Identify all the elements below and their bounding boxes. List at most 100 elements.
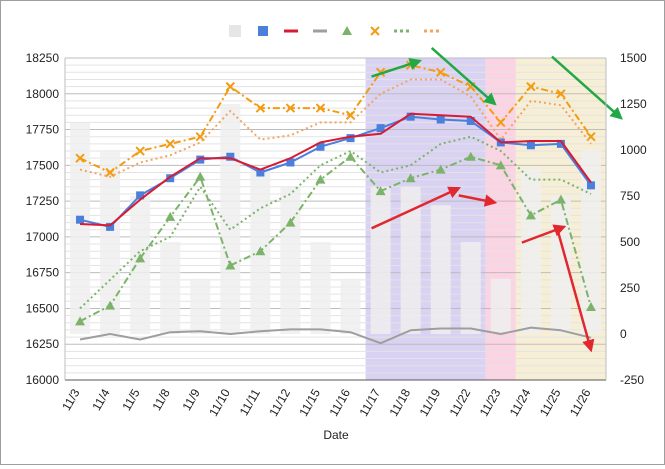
y-left-tick-label: 16500	[26, 301, 60, 315]
annotation-arrow-6	[521, 224, 567, 244]
annotation-arrow-7	[556, 230, 595, 353]
legend-x-swatch	[370, 26, 380, 36]
point-x	[435, 67, 446, 78]
annotation-arrow-2	[430, 47, 497, 106]
bar-11-24	[520, 168, 541, 334]
y-right-tick-label: 500	[620, 235, 640, 249]
x-tick-label: 11/23	[477, 386, 504, 419]
bar-11-12	[280, 186, 301, 334]
x-tick-label: 11/19	[417, 386, 444, 419]
point-square	[466, 116, 475, 125]
annotation-arrow-4	[371, 186, 461, 230]
series-line-3	[79, 326, 592, 345]
point-square	[166, 174, 175, 183]
bar-11-5	[130, 196, 151, 334]
point-triangle	[345, 151, 356, 161]
y-left-tick-label: 16000	[26, 373, 60, 387]
x-tick-label: 11/4	[89, 386, 113, 413]
point-triangle	[555, 194, 566, 204]
x-tick-label: 11/12	[266, 386, 293, 419]
x-tick-label: 11/5	[119, 386, 143, 413]
point-x	[105, 167, 115, 178]
y-left-tick-label: 17500	[26, 158, 60, 172]
point-triangle	[165, 211, 176, 221]
bar-11-18	[400, 186, 421, 334]
point-x	[255, 103, 266, 113]
x-tick-label: 11/26	[567, 386, 594, 419]
legend	[229, 25, 440, 37]
point-triangle	[375, 186, 386, 196]
point-square	[106, 222, 115, 231]
annotation-arrow-1	[371, 58, 423, 78]
point-square	[226, 152, 235, 161]
x-tick-label: 11/25	[537, 386, 564, 419]
point-triangle	[465, 151, 476, 161]
point-square	[526, 141, 535, 150]
point-triangle	[195, 171, 206, 181]
point-square	[316, 142, 325, 151]
x-tick-label: 11/10	[206, 386, 233, 419]
x-tick-label: 11/22	[447, 386, 474, 419]
bar-11-22	[460, 242, 481, 334]
point-x	[496, 117, 506, 128]
line-series	[75, 60, 596, 345]
y-right-tick-label: 1250	[620, 97, 647, 111]
y-right-tick-label: -250	[620, 373, 644, 387]
bar-11-4	[100, 150, 121, 334]
x-tick-label: 11/11	[237, 386, 263, 418]
x-tick-label: 11/9	[179, 386, 203, 413]
y-right-tick-label: 1000	[620, 143, 647, 157]
point-triangle	[105, 300, 116, 310]
x-tick-label: 11/18	[387, 386, 414, 419]
point-triangle	[255, 246, 266, 256]
point-x	[345, 110, 356, 120]
series-line-5	[79, 64, 592, 174]
legend-square-swatch	[258, 26, 268, 36]
point-triangle	[285, 217, 296, 227]
point-triangle	[405, 173, 416, 183]
point-square	[346, 134, 355, 143]
y-right-tick-label: 1500	[620, 51, 647, 65]
bar-11-8	[160, 242, 181, 334]
y-left-tick-label: 17750	[26, 123, 60, 137]
x-tick-label: 11/16	[326, 386, 353, 419]
series-line-4	[79, 155, 592, 323]
point-triangle	[525, 210, 536, 220]
series-line-7	[79, 78, 592, 178]
point-x	[225, 81, 236, 92]
bar-11-26	[580, 150, 601, 334]
point-x	[285, 103, 296, 113]
point-triangle	[225, 260, 236, 270]
y-left-tick-label: 17250	[26, 194, 60, 208]
y-left-tick-label: 17000	[26, 230, 60, 244]
bar-11-16	[340, 278, 361, 334]
point-square	[136, 191, 145, 200]
legend-bar-swatch	[229, 25, 241, 37]
y-left-tick-label: 18250	[26, 51, 60, 65]
point-triangle	[135, 253, 146, 263]
point-triangle	[435, 164, 446, 174]
point-square	[196, 155, 205, 164]
point-x	[315, 103, 326, 113]
point-x	[556, 89, 566, 99]
point-square	[376, 124, 385, 133]
x-tick-label: 11/24	[507, 386, 534, 419]
point-square	[76, 215, 85, 224]
y-left-tick-label: 16750	[26, 266, 60, 280]
point-triangle	[585, 302, 596, 312]
point-square	[586, 181, 595, 190]
x-tick-label: 11/8	[149, 386, 173, 413]
point-triangle	[495, 160, 506, 170]
bar-11-10	[220, 104, 241, 334]
x-tick-label: 11/17	[356, 386, 383, 419]
bar-11-23	[490, 278, 511, 334]
x-tick-label: 11/3	[59, 386, 83, 413]
point-triangle	[315, 174, 326, 184]
bar-series	[70, 104, 601, 335]
bar-11-19	[430, 205, 451, 334]
y-left-tick-label: 18000	[26, 87, 60, 101]
bar-11-3	[70, 122, 91, 335]
x-axis-title: Date	[323, 428, 349, 442]
